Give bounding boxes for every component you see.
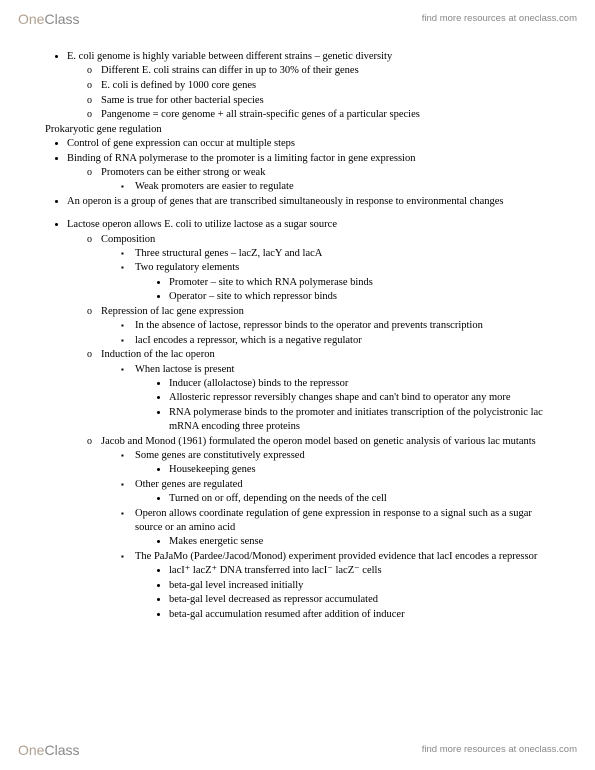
text: Pangenome = core genome + all strain-spe… bbox=[101, 109, 420, 120]
text: Same is true for other bacterial species bbox=[101, 95, 264, 106]
text: beta-gal level decreased as repressor ac… bbox=[169, 594, 378, 605]
text: Different E. coli strains can differ in … bbox=[101, 65, 359, 76]
list-item: Operon allows coordinate regulation of g… bbox=[135, 507, 550, 550]
brand-logo: OneClass bbox=[18, 741, 79, 760]
list-item: Induction of the lac operon When lactose… bbox=[101, 348, 550, 434]
text: The PaJaMo (Pardee/Jacod/Monod) experime… bbox=[135, 551, 537, 562]
list-item: beta-gal level increased initially bbox=[169, 579, 550, 593]
page-header: OneClass find more resources at oneclass… bbox=[0, 10, 595, 29]
brand-part1: One bbox=[18, 11, 44, 27]
text: E. coli is defined by 1000 core genes bbox=[101, 80, 256, 91]
text: Allosteric repressor reversibly changes … bbox=[169, 392, 511, 403]
text: When lactose is present bbox=[135, 364, 234, 375]
text: RNA polymerase binds to the promoter and… bbox=[169, 407, 543, 432]
text: Operator – site to which repressor binds bbox=[169, 291, 337, 302]
text: beta-gal accumulation resumed after addi… bbox=[169, 609, 405, 620]
spacer bbox=[45, 209, 550, 218]
text: Repression of lac gene expression bbox=[101, 306, 244, 317]
text: Turned on or off, depending on the needs… bbox=[169, 493, 387, 504]
list-item: Turned on or off, depending on the needs… bbox=[169, 492, 550, 506]
list-item: Binding of RNA polymerase to the promote… bbox=[67, 152, 550, 195]
text: Promoter – site to which RNA polymerase … bbox=[169, 277, 373, 288]
text: Two regulatory elements bbox=[135, 262, 239, 273]
footer-tagline: find more resources at oneclass.com bbox=[422, 744, 577, 757]
list-item: Same is true for other bacterial species bbox=[101, 94, 550, 108]
list-item: beta-gal level decreased as repressor ac… bbox=[169, 593, 550, 607]
text: Jacob and Monod (1961) formulated the op… bbox=[101, 436, 536, 447]
list-item: Control of gene expression can occur at … bbox=[67, 137, 550, 151]
list-item: lacI⁺ lacZ⁺ DNA transferred into lacI⁻ l… bbox=[169, 564, 550, 578]
text: Housekeeping genes bbox=[169, 464, 256, 475]
text: Other genes are regulated bbox=[135, 479, 243, 490]
list-item: Different E. coli strains can differ in … bbox=[101, 64, 550, 78]
list-item: RNA polymerase binds to the promoter and… bbox=[169, 406, 550, 434]
header-tagline: find more resources at oneclass.com bbox=[422, 13, 577, 26]
text: E. coli genome is highly variable betwee… bbox=[67, 51, 392, 62]
notes-content: E. coli genome is highly variable betwee… bbox=[45, 50, 550, 622]
list-item: Inducer (allolactose) binds to the repre… bbox=[169, 377, 550, 391]
list-item: The PaJaMo (Pardee/Jacod/Monod) experime… bbox=[135, 550, 550, 622]
list-item: When lactose is present Inducer (allolac… bbox=[135, 363, 550, 435]
list-item: Some genes are constitutively expressed … bbox=[135, 449, 550, 477]
list-item: In the absence of lactose, repressor bin… bbox=[135, 319, 550, 333]
text: Control of gene expression can occur at … bbox=[67, 138, 295, 149]
list-item: Housekeeping genes bbox=[169, 463, 550, 477]
page-footer: OneClass find more resources at oneclass… bbox=[0, 741, 595, 760]
text: Inducer (allolactose) binds to the repre… bbox=[169, 378, 348, 389]
text: beta-gal level increased initially bbox=[169, 580, 303, 591]
list-item: Pangenome = core genome + all strain-spe… bbox=[101, 108, 550, 122]
list-item: Promoter – site to which RNA polymerase … bbox=[169, 276, 550, 290]
list-item: Two regulatory elements Promoter – site … bbox=[135, 261, 550, 304]
list-item: Other genes are regulated Turned on or o… bbox=[135, 478, 550, 506]
text: Induction of the lac operon bbox=[101, 349, 215, 360]
section-heading: Prokaryotic gene regulation bbox=[45, 123, 550, 137]
text: Promoters can be either strong or weak bbox=[101, 167, 265, 178]
text: Three structural genes – lacZ, lacY and … bbox=[135, 248, 322, 259]
list-item: Makes energetic sense bbox=[169, 535, 550, 549]
text: lacI⁺ lacZ⁺ DNA transferred into lacI⁻ l… bbox=[169, 565, 382, 576]
brand-part1: One bbox=[18, 742, 44, 758]
text: Some genes are constitutively expressed bbox=[135, 450, 305, 461]
list-item: Allosteric repressor reversibly changes … bbox=[169, 391, 550, 405]
text: Weak promoters are easier to regulate bbox=[135, 181, 294, 192]
list-item: Lactose operon allows E. coli to utilize… bbox=[67, 218, 550, 622]
list-item: E. coli genome is highly variable betwee… bbox=[67, 50, 550, 122]
list-item: An operon is a group of genes that are t… bbox=[67, 195, 550, 209]
list-item: lacI encodes a repressor, which is a neg… bbox=[135, 334, 550, 348]
text: Binding of RNA polymerase to the promote… bbox=[67, 153, 415, 164]
brand-part2: Class bbox=[44, 742, 79, 758]
brand-part2: Class bbox=[44, 11, 79, 27]
brand-logo: OneClass bbox=[18, 10, 79, 29]
list-item: beta-gal accumulation resumed after addi… bbox=[169, 608, 550, 622]
text: An operon is a group of genes that are t… bbox=[67, 196, 504, 207]
list-item: Composition Three structural genes – lac… bbox=[101, 233, 550, 305]
list-item: Jacob and Monod (1961) formulated the op… bbox=[101, 435, 550, 622]
text: In the absence of lactose, repressor bin… bbox=[135, 320, 483, 331]
text: Operon allows coordinate regulation of g… bbox=[135, 508, 532, 533]
list-item: Weak promoters are easier to regulate bbox=[135, 180, 550, 194]
list-item: Promoters can be either strong or weak W… bbox=[101, 166, 550, 194]
text: Makes energetic sense bbox=[169, 536, 263, 547]
list-item: E. coli is defined by 1000 core genes bbox=[101, 79, 550, 93]
text: Composition bbox=[101, 234, 155, 245]
text: Lactose operon allows E. coli to utilize… bbox=[67, 219, 337, 230]
text: lacI encodes a repressor, which is a neg… bbox=[135, 335, 362, 346]
list-item: Operator – site to which repressor binds bbox=[169, 290, 550, 304]
list-item: Repression of lac gene expression In the… bbox=[101, 305, 550, 348]
list-item: Three structural genes – lacZ, lacY and … bbox=[135, 247, 550, 261]
